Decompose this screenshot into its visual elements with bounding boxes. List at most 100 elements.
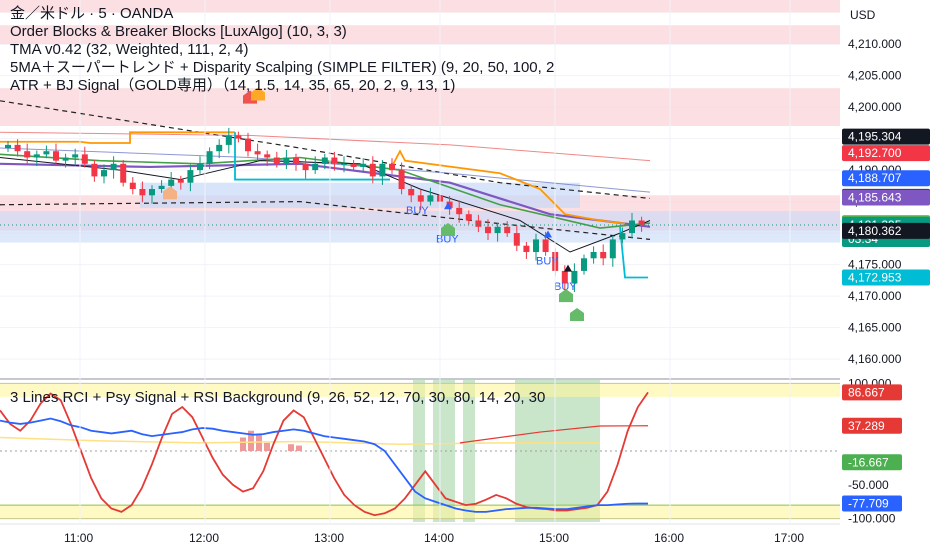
bear-order-block: [0, 88, 840, 126]
bear-order-block: [0, 25, 840, 45]
legend-rci[interactable]: 3 Lines RCI + Psy Signal + RSI Backgroun…: [10, 389, 546, 406]
legend-tma[interactable]: TMA v0.42 (32, Weighted, 111, 2, 4): [10, 41, 249, 58]
legend-order-blocks[interactable]: Order Blocks & Breaker Blocks [LuxAlgo] …: [10, 23, 347, 40]
candle-body: [139, 189, 146, 196]
candle-body: [120, 163, 127, 183]
candle-body: [254, 151, 261, 155]
value-tag: [842, 417, 902, 434]
candle-body: [629, 220, 635, 234]
candle-body: [360, 163, 367, 167]
value-tag-label: 37.289: [848, 419, 885, 433]
sub-axis-label: -100.000: [848, 512, 896, 526]
price-axis-label: 4,160.000: [848, 352, 902, 366]
currency-label[interactable]: USD: [850, 8, 876, 22]
candle-body: [14, 144, 21, 152]
candle-body: [513, 233, 520, 246]
candle-body: [149, 189, 155, 196]
candle-body: [369, 163, 376, 177]
candle-body: [24, 151, 31, 158]
candle-body: [398, 170, 405, 189]
price-tag: [842, 128, 930, 145]
candle-body: [609, 239, 616, 259]
candle-body: [389, 163, 395, 171]
candle-body: [216, 144, 223, 152]
candle-body: [504, 226, 511, 234]
candle-body: [206, 151, 213, 164]
candle-body: [187, 170, 194, 183]
candle-body: [465, 214, 472, 221]
candle-body: [533, 239, 539, 252]
candle-body: [302, 163, 309, 171]
signal-marker: [163, 186, 177, 200]
value-tag: [842, 454, 902, 471]
price-axis-label: 4,205.000: [848, 69, 902, 83]
candle-body: [446, 201, 453, 208]
candle-body: [417, 195, 424, 202]
candle-body: [408, 189, 415, 196]
candle-body: [62, 157, 69, 161]
buy-arrow-icon: [444, 202, 452, 210]
candle-body: [273, 157, 280, 164]
supertrend-up: [619, 226, 648, 279]
candle-body: [312, 163, 319, 171]
legend-atr-bj[interactable]: ATR + BJ Signal（GOLD専用）（14, 1.5, 14, 35,…: [10, 77, 456, 94]
candle-body: [638, 220, 645, 225]
candle-body: [600, 252, 607, 259]
candle-body: [235, 135, 242, 139]
bull-order-block: [140, 182, 580, 208]
buy-signal-label: BUY: [554, 281, 577, 293]
time-axis-label: 15:00: [539, 531, 569, 545]
candle-body: [129, 182, 136, 189]
candle-body: [245, 138, 251, 152]
price-tag: [842, 222, 930, 239]
legend-title[interactable]: 金／米ドル · 5 · OANDA: [10, 5, 174, 22]
time-axis-label: 12:00: [189, 531, 219, 545]
rci-mid-tail: [459, 425, 649, 444]
candle-body: [283, 157, 290, 164]
candle-body: [225, 135, 232, 145]
candle-body: [5, 144, 11, 149]
candle-body: [485, 226, 491, 234]
candle-body: [91, 163, 98, 177]
psy-bar: [264, 442, 270, 451]
price-tag-label: 4,195.304: [848, 130, 902, 144]
price-axis-label: 4,200.000: [848, 100, 902, 114]
candle-body: [158, 185, 165, 189]
buy-signal-label: BUY: [536, 256, 559, 268]
psy-bar: [248, 430, 254, 451]
rsi-background: [463, 380, 475, 522]
candle-body: [494, 226, 501, 234]
signal-marker: [559, 289, 573, 303]
candle-body: [475, 220, 482, 227]
candle-body: [177, 179, 184, 183]
candle-body: [81, 154, 88, 164]
price-tag-label: 4,192.700: [848, 146, 902, 160]
candle-body: [168, 179, 175, 186]
rsi-background: [413, 380, 425, 522]
signal-marker: [570, 308, 584, 321]
candle-body: [197, 163, 203, 171]
price-tag: [842, 269, 930, 286]
buy-arrow-icon: [544, 230, 552, 238]
price-tag: [842, 170, 930, 187]
legend-5ma-supertrend[interactable]: 5MA＋スーパートレンド + Disparity Scalping (SIMPL…: [10, 59, 555, 76]
value-tag-label: -16.667: [848, 455, 889, 469]
price-axis-label: 4,175.000: [848, 258, 902, 272]
signal-marker: [441, 222, 455, 236]
candle-body: [581, 258, 587, 271]
candle-body: [619, 233, 626, 240]
candle-body: [321, 157, 328, 164]
ma-black: [0, 157, 651, 253]
candle-body: [561, 270, 568, 284]
candle-body: [110, 163, 117, 171]
supertrend-down: [389, 149, 626, 225]
oversold-band: [0, 505, 840, 519]
time-axis-label: 17:00: [774, 531, 804, 545]
psy-bar: [296, 445, 302, 451]
candle-body: [293, 157, 299, 164]
sub-axis-label: -50.000: [848, 478, 889, 492]
value-tag: [842, 495, 902, 512]
candle-body: [523, 245, 530, 252]
